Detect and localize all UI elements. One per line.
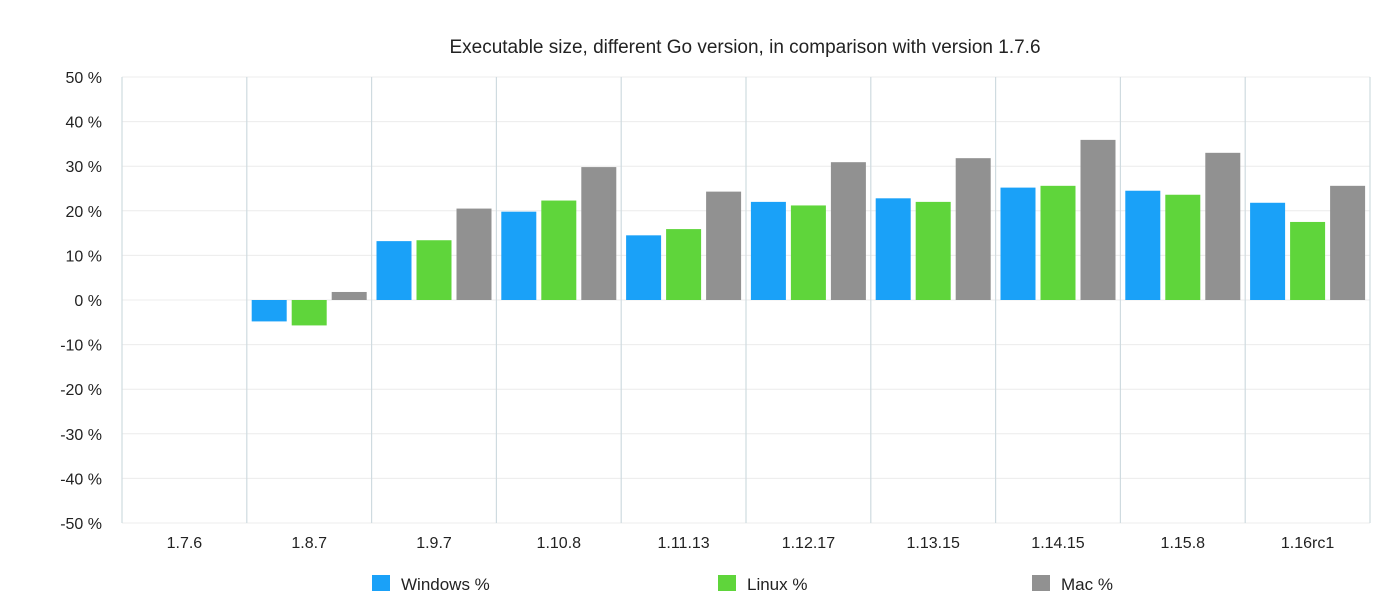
y-tick-label: 50 %	[66, 70, 102, 87]
x-tick-label: 1.10.8	[537, 535, 582, 552]
y-tick-label: -10 %	[60, 338, 102, 355]
bar-mac-1-11-13	[706, 191, 742, 300]
bar-windows-1-9-7	[376, 241, 412, 300]
legend-label: Mac %	[1061, 575, 1113, 594]
bar-linux-1-8-7	[291, 300, 327, 326]
legend-swatch	[372, 575, 390, 591]
y-tick-label: 10 %	[66, 248, 102, 265]
bars	[251, 139, 1366, 326]
x-tick-label: 1.11.13	[657, 535, 709, 552]
legend-label: Windows %	[401, 575, 490, 594]
x-tick-label: 1.16rc1	[1281, 535, 1334, 552]
legend: Windows % Linux % Mac %	[372, 575, 1113, 594]
bar-linux-1-16rc1	[1290, 221, 1326, 300]
bar-mac-1-9-7	[456, 208, 492, 300]
chart-title: Executable size, different Go version, i…	[449, 37, 1040, 58]
bar-mac-1-14-15	[1080, 139, 1116, 300]
bar-linux-1-13-15	[915, 201, 951, 300]
y-tick-label: -50 %	[60, 516, 102, 533]
legend-swatch	[718, 575, 736, 591]
bar-linux-1-12-17	[790, 205, 826, 300]
bar-mac-1-12-17	[830, 162, 866, 300]
x-tick-label: 1.15.8	[1161, 535, 1206, 552]
y-tick-label: -40 %	[60, 471, 102, 488]
bar-windows-1-13-15	[875, 198, 911, 300]
x-tick-label: 1.13.15	[907, 535, 960, 552]
bar-mac-1-13-15	[955, 158, 991, 300]
bar-windows-1-14-15	[1000, 187, 1036, 300]
x-tick-label: 1.7.6	[167, 535, 203, 552]
x-axis: 1.7.6 1.8.7 1.9.7 1.10.8 1.11.13 1.12.17 1.13.…	[167, 535, 1335, 552]
y-tick-label: -20 %	[60, 382, 102, 399]
bar-mac-1-15-8	[1205, 152, 1241, 300]
y-tick-label: 0 %	[74, 293, 102, 310]
bar-windows-1-11-13	[626, 235, 662, 300]
bar-mac-1-16rc1	[1330, 185, 1366, 300]
category-separators	[121, 77, 1371, 523]
x-tick-label: 1.12.17	[782, 535, 835, 552]
x-tick-label: 1.9.7	[416, 535, 452, 552]
y-axis: 50 % 40 % 30 % 20 % 10 % 0 % -10 % -20 % -30 % -4…	[60, 70, 102, 533]
y-tick-label: -30 %	[60, 427, 102, 444]
bar-windows-1-15-8	[1125, 190, 1161, 300]
bar-linux-1-11-13	[666, 229, 702, 300]
x-tick-label: 1.8.7	[291, 535, 327, 552]
bar-mac-1-10-8	[581, 167, 617, 300]
bar-linux-1-10-8	[541, 200, 577, 300]
bar-windows-1-8-7	[251, 300, 287, 322]
legend-label: Linux %	[747, 575, 807, 594]
y-tick-label: 30 %	[66, 159, 102, 176]
legend-swatch	[1032, 575, 1050, 591]
bar-windows-1-12-17	[750, 201, 786, 300]
x-tick-label: 1.14.15	[1031, 535, 1084, 552]
bar-windows-1-16rc1	[1250, 202, 1286, 300]
bar-windows-1-10-8	[501, 211, 537, 300]
bar-linux-1-15-8	[1165, 194, 1201, 300]
y-tick-label: 20 %	[66, 204, 102, 221]
bar-linux-1-9-7	[416, 240, 452, 300]
y-tick-label: 40 %	[66, 115, 102, 132]
bar-mac-1-8-7	[331, 291, 367, 300]
bar-linux-1-14-15	[1040, 185, 1076, 300]
